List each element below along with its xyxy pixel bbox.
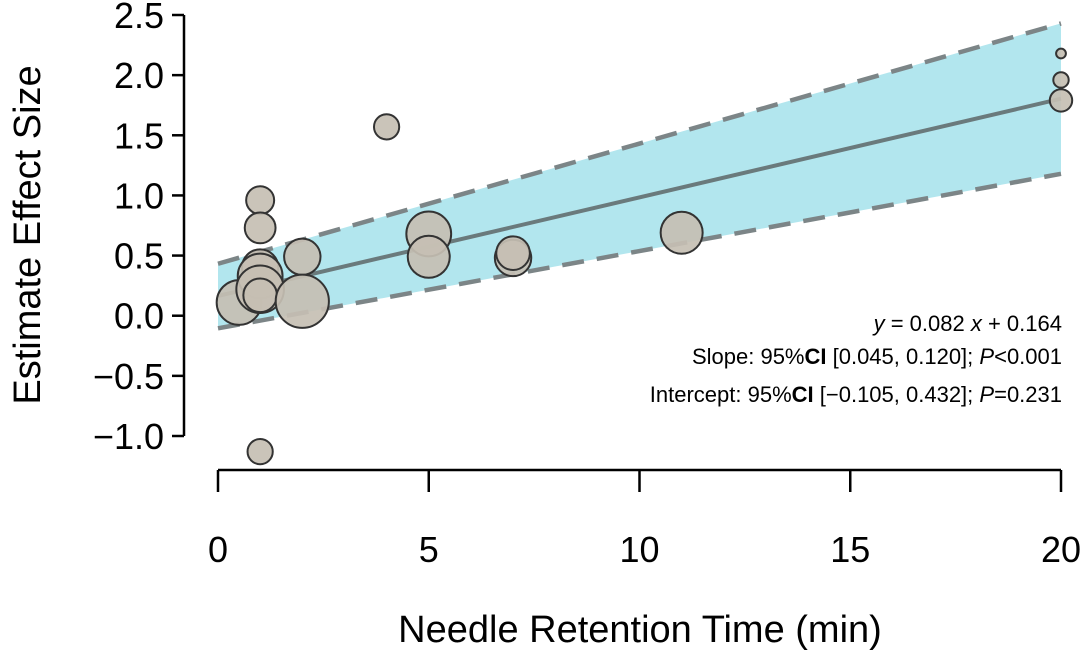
intercept-ci-label: CI bbox=[792, 382, 814, 407]
slope-prefix: Slope: 95% bbox=[692, 344, 805, 369]
y-tick-label: 0.5 bbox=[114, 236, 164, 277]
x-axis-title: Needle Retention Time (min) bbox=[398, 609, 882, 651]
data-point bbox=[659, 210, 704, 255]
x-tick-label: 5 bbox=[419, 529, 439, 570]
regression-annotations: y = 0.082 x + 0.164 Slope: 95%CI [0.045,… bbox=[650, 311, 1062, 407]
equation-middle: = 0.082 bbox=[885, 311, 971, 336]
y-axis: −1.0 −0.5 0.0 0.5 1.0 1.5 2.0 2.5 bbox=[93, 0, 186, 457]
slope-ci-text: Slope: 95%CI [0.045, 0.120]; P<0.001 bbox=[692, 344, 1062, 369]
data-point bbox=[1052, 71, 1070, 89]
data-point bbox=[274, 273, 330, 329]
data-point bbox=[406, 234, 451, 279]
data-point bbox=[283, 237, 322, 276]
slope-ci-label: CI bbox=[805, 344, 827, 369]
x-axis: 0 5 10 15 20 bbox=[208, 468, 1081, 570]
points-layer bbox=[215, 47, 1074, 466]
y-tick-label: 1.5 bbox=[114, 115, 164, 156]
y-tick-label: 0.0 bbox=[114, 296, 164, 337]
intercept-range: [−0.105, 0.432]; bbox=[814, 382, 980, 407]
equation-tail: + 0.164 bbox=[982, 311, 1062, 336]
y-tick-label: −1.0 bbox=[93, 416, 164, 457]
x-tick-label: 20 bbox=[1041, 529, 1081, 570]
data-point bbox=[245, 185, 276, 216]
data-point bbox=[373, 113, 401, 141]
upper-ci-line bbox=[217, 21, 1062, 266]
x-tick-label: 0 bbox=[208, 529, 228, 570]
slope-range: [0.045, 0.120]; bbox=[827, 344, 980, 369]
lower-ci-line bbox=[217, 171, 1062, 331]
slope-p-value: <0.001 bbox=[994, 344, 1062, 369]
regression-layer bbox=[217, 21, 1062, 331]
intercept-p-label: P bbox=[979, 382, 994, 407]
data-point bbox=[1055, 47, 1067, 60]
regression-equation: y = 0.082 x + 0.164 bbox=[872, 311, 1062, 336]
intercept-prefix: Intercept: 95% bbox=[650, 382, 792, 407]
intercept-ci-text: Intercept: 95%CI [−0.105, 0.432]; P=0.23… bbox=[650, 382, 1062, 407]
confidence-band bbox=[218, 23, 1061, 329]
confidence-band-layer bbox=[218, 23, 1061, 329]
intercept-p-value: =0.231 bbox=[994, 382, 1062, 407]
y-tick-label: 2.5 bbox=[114, 0, 164, 36]
data-point bbox=[246, 438, 274, 466]
data-point bbox=[1048, 88, 1074, 113]
equation-x: x bbox=[970, 311, 983, 336]
data-point bbox=[495, 235, 531, 271]
slope-p-label: P bbox=[979, 344, 994, 369]
regression-line bbox=[217, 96, 1062, 298]
x-tick-label: 15 bbox=[830, 529, 870, 570]
y-tick-label: 1.0 bbox=[114, 175, 164, 216]
y-tick-label: 2.0 bbox=[114, 55, 164, 96]
y-axis-title: Estimate Effect Size bbox=[7, 65, 49, 404]
data-point bbox=[243, 211, 277, 245]
equation-y: y bbox=[872, 311, 887, 336]
data-point bbox=[242, 277, 278, 314]
y-tick-label: −0.5 bbox=[93, 356, 164, 397]
x-tick-label: 10 bbox=[619, 529, 659, 570]
